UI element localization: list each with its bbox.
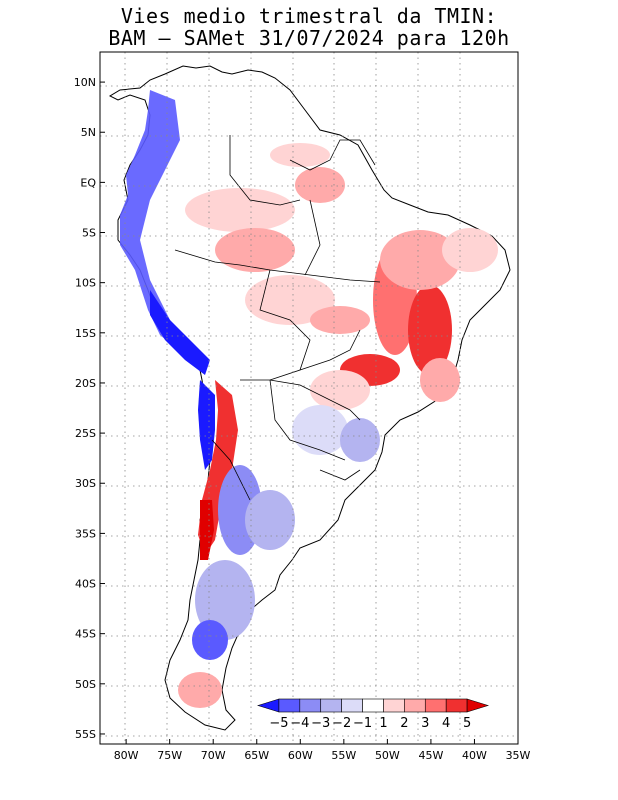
colorbar-arrow-high — [466, 698, 490, 713]
colorbar-label: −3 — [311, 716, 330, 731]
bias-area-northeast-coast — [442, 228, 498, 272]
grid-lines — [100, 52, 518, 744]
lon-tick-label: 75W — [157, 749, 182, 762]
colorbar-segment — [362, 698, 384, 713]
bias-area-andes-red-south — [200, 500, 214, 560]
colorbar-label: −4 — [290, 716, 309, 731]
lat-tick-label: 35S — [75, 527, 96, 540]
lat-tick-label: 5S — [82, 227, 96, 240]
colorbar-label: 1 — [379, 716, 387, 731]
colorbar-segment — [299, 698, 322, 713]
country-borders — [174, 135, 381, 501]
bias-area-brazil-east — [408, 285, 452, 375]
lat-tick-label: 30S — [75, 477, 96, 490]
bias-area-south-patagonia-red — [178, 672, 222, 708]
axis-ticks: 10N 5N EQ 5S 10S 15S 20S 25S 30S 35S 40S 45S 50S 55S 8… — [74, 76, 531, 762]
lat-tick-label: 50S — [75, 678, 96, 691]
lat-tick-label: 25S — [75, 427, 96, 440]
lat-tick-label: 55S — [75, 728, 96, 741]
bias-area-venezuela — [270, 143, 330, 167]
lat-tick-label: 40S — [75, 578, 96, 591]
bias-area-patagonia-darkblue — [192, 620, 228, 660]
lat-tick-label: 10S — [75, 277, 96, 290]
colorbar-segment — [383, 698, 405, 713]
bias-area-guiana — [295, 167, 345, 203]
lat-tick-label: 45S — [75, 628, 96, 641]
bias-area-paraguay-lightblue — [292, 405, 348, 455]
colorbar-label: −2 — [332, 716, 351, 731]
lon-tick-label: 45W — [418, 749, 443, 762]
colorbar-label: 4 — [442, 716, 450, 731]
lat-tick-label: 15S — [75, 327, 96, 340]
lat-tick-label: 10N — [74, 76, 96, 89]
lat-tick-label: EQ — [80, 176, 96, 189]
bias-area-northeast — [380, 230, 460, 290]
lat-tick-label: 20S — [75, 377, 96, 390]
lon-tick-label: 55W — [331, 749, 356, 762]
bias-area-andes-blue-peru — [150, 290, 210, 375]
bias-area-chile-blue — [198, 380, 215, 470]
bias-area-pink-amazon-north — [185, 188, 295, 232]
lon-tick-label: 65W — [244, 749, 269, 762]
colorbar-segment — [320, 698, 342, 713]
lon-tick-label: 80W — [114, 749, 139, 762]
plot-frame — [99, 51, 519, 745]
colorbar-segment — [445, 698, 468, 713]
map-title-line-2: BAM – SAMet 31/07/2024 para 120h — [108, 26, 510, 50]
bias-area-minas — [420, 358, 460, 402]
bias-area-parana — [310, 370, 370, 410]
colorbar-label: 2 — [400, 716, 408, 731]
colorbar-segment — [404, 698, 426, 713]
map-layers — [100, 52, 518, 744]
map-title-line-1: Vies medio trimestral da TMIN: — [120, 4, 498, 28]
colorbar-label: −1 — [353, 716, 372, 731]
bias-area-mato-grosso — [310, 306, 370, 334]
lat-tick-label: 5N — [81, 126, 96, 139]
colorbar-label: −5 — [269, 716, 288, 731]
lon-tick-label: 40W — [462, 749, 487, 762]
lon-tick-label: 70W — [201, 749, 226, 762]
lon-tick-label: 60W — [288, 749, 313, 762]
lon-tick-label: 35W — [506, 749, 531, 762]
colorbar-label: 3 — [421, 716, 429, 731]
lon-tick-label: 50W — [375, 749, 400, 762]
bias-area-pampas-lightblue — [245, 490, 295, 550]
colorbar-segment — [424, 698, 447, 713]
bias-area-south-brazil-blue — [340, 418, 380, 462]
colorbar-segment — [341, 698, 363, 713]
bias-area-andes-blue-north — [120, 90, 190, 350]
colorbar: −5 −4 −3 −2 −1 1 2 3 4 5 — [256, 698, 490, 731]
bias-area-amazon-central — [215, 228, 295, 272]
colorbar-label: 5 — [463, 716, 471, 731]
colorbar-segment — [278, 698, 301, 713]
